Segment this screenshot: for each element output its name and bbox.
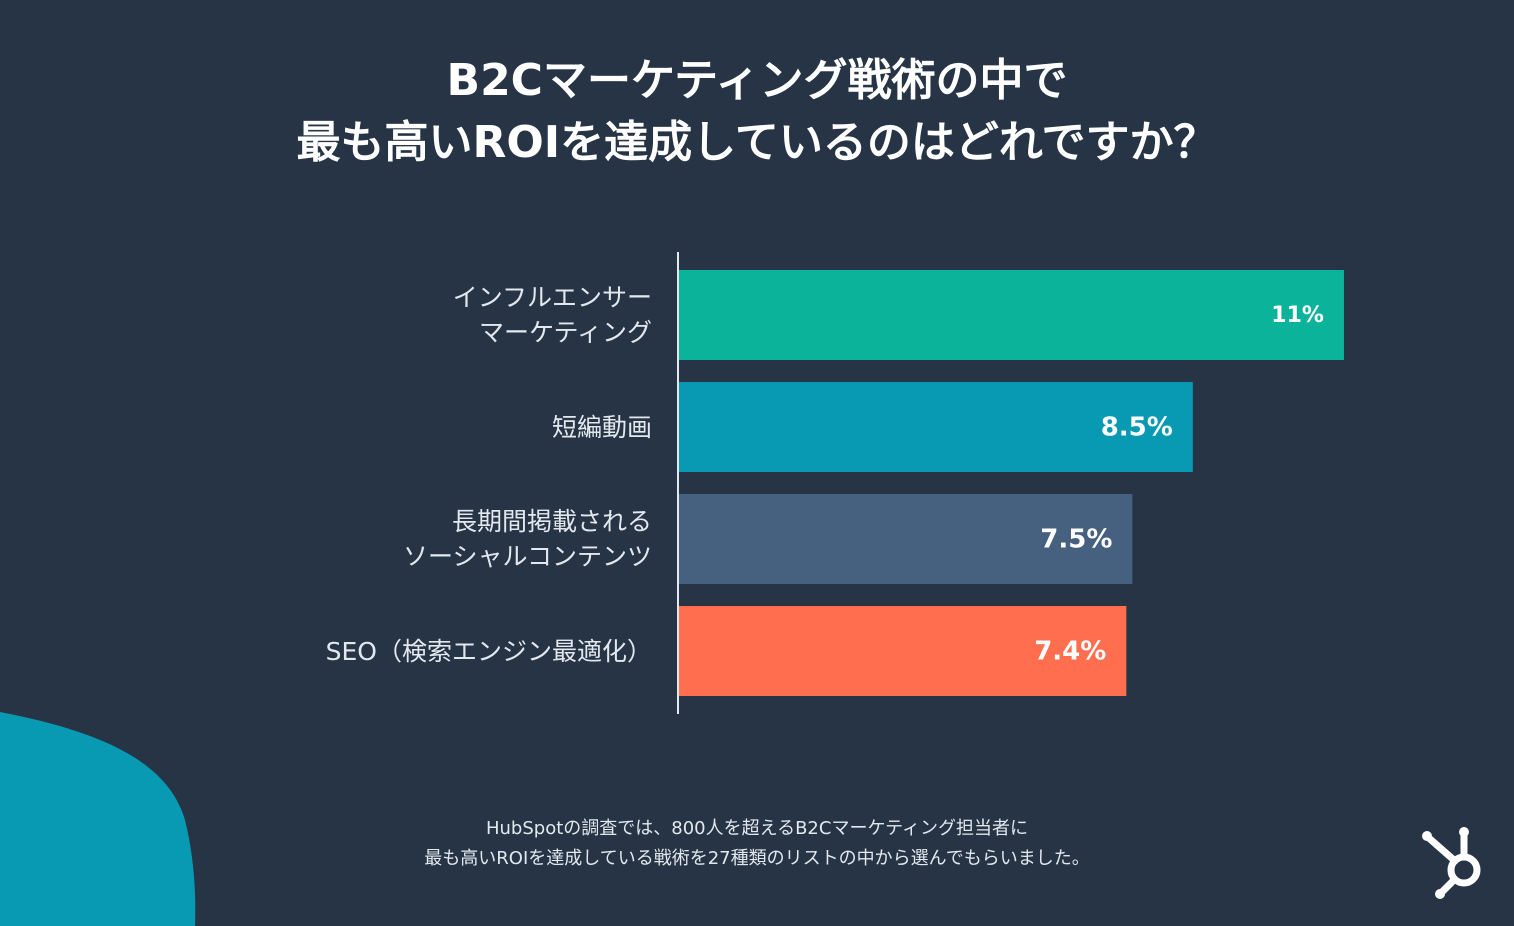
value-label: 7.4% — [1034, 637, 1106, 667]
value-label: 7.5% — [1040, 525, 1112, 555]
bar — [679, 606, 1127, 696]
value-label: 8.5% — [1101, 413, 1173, 443]
bar — [679, 494, 1133, 584]
chart-title: B2Cマーケティング戦術の中で 最も高いROIを達成しているのはどれですか？ — [296, 55, 1218, 168]
category-label: インフルエンサー マーケティング — [452, 283, 652, 347]
bar — [679, 382, 1193, 472]
category-label: 短編動画 — [551, 412, 652, 442]
hubspot-logo — [1422, 827, 1481, 899]
footnote: HubSpotの調査では、800人を超えるB2Cマーケティング担当者に 最も高い… — [424, 818, 1090, 869]
value-label: 11% — [1271, 303, 1324, 328]
bar — [679, 270, 1344, 360]
category-label: 長期間掲載される ソーシャルコンテンツ — [402, 507, 652, 571]
decor-blob — [0, 712, 196, 926]
category-label: SEO（検索エンジン最適化） — [325, 636, 652, 666]
